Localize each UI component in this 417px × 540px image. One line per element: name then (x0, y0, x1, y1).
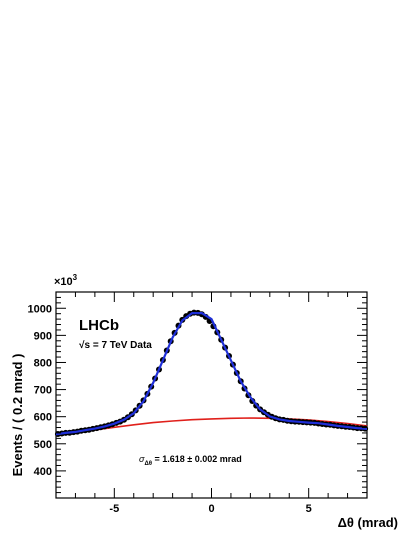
total-fit-curve (55, 312, 368, 436)
x-tick-label: -5 (109, 503, 119, 515)
x-axis-label: Δθ (mrad) (338, 515, 398, 530)
x-tick-label: 0 (208, 503, 214, 515)
y-tick-label: 400 (34, 466, 52, 478)
energy-label: √s = 7 TeV Data (79, 340, 152, 351)
experiment-label: LHCb (79, 317, 119, 334)
y-tick-label: 800 (34, 357, 52, 369)
tick-layer: -5 0 5 400 500 600 700 800 900 1000 (28, 291, 368, 515)
y-tick-label: 600 (34, 412, 52, 424)
resolution-label: σΔθ = 1.618 ± 0.002 mrad (139, 454, 242, 467)
x-tick-label: 5 (306, 503, 312, 515)
y-multiplier: ×103 (54, 273, 78, 288)
y-axis-label: Events / ( 0.2 mrad ) (10, 354, 25, 477)
total-fit-layer (55, 312, 368, 436)
y-tick-label: 1000 (28, 303, 52, 315)
y-tick-label: 500 (34, 439, 52, 451)
y-tick-label: 900 (34, 330, 52, 342)
y-tick-label: 700 (34, 385, 52, 397)
